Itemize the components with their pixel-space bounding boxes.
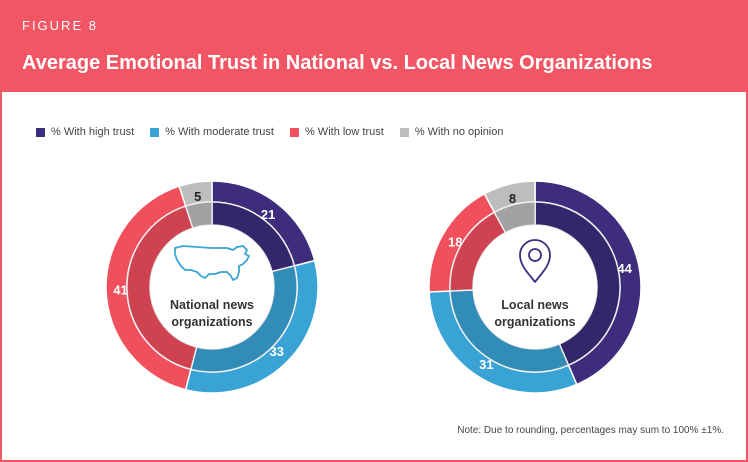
legend-item-low: % With low trust (289, 126, 384, 138)
slice-no-opinion-inner-ring (184, 201, 213, 229)
slice-moderate-shade (190, 265, 297, 372)
slice-high-shade (535, 202, 620, 366)
legend-label-high: % With high trust (51, 126, 135, 138)
slice-no-opinion-inner-ring (493, 201, 536, 234)
value-label-moderate: 33 (269, 344, 283, 359)
legend-swatch-low (289, 127, 299, 137)
legend-item-high: % With high trust (36, 126, 134, 138)
slice-low-shade (450, 212, 506, 291)
value-label-high: 21 (261, 207, 275, 222)
value-label-no-opinion: 5 (194, 189, 201, 204)
slice-low-shade (127, 206, 197, 370)
chart-title: Average Emotional Trust in National vs. … (22, 52, 653, 74)
value-label-high: 44 (617, 261, 632, 276)
footnote: Note: Due to rounding, percentages may s… (457, 425, 724, 436)
legend-swatch-high (36, 127, 45, 137)
center-label-line-1: National news (170, 298, 254, 312)
value-label-moderate: 31 (479, 357, 493, 372)
location-pin-icon (519, 239, 551, 283)
center-label-line-2: organizations (171, 315, 252, 329)
legend-swatch-no-opinion (399, 127, 409, 137)
slice-no-opinion-shade (185, 202, 212, 229)
figure-header: FIGURE 8 Average Emotional Trust in Nati… (2, 2, 746, 92)
donut-national: 21 33 41 5 National news organizations (105, 180, 319, 394)
legend-item-no-opinion: % With no opinion (399, 126, 504, 138)
center-label-line-1: Local news (501, 298, 568, 312)
slice-moderate-shade (450, 289, 569, 372)
slice-high-shade (212, 202, 295, 272)
legend-label-low: % With low trust (304, 126, 384, 138)
us-map-icon (174, 245, 250, 281)
legend-label-no-opinion: % With no opinion (414, 126, 504, 138)
value-label-low: 41 (113, 282, 127, 297)
center-label-line-2: organizations (494, 315, 575, 329)
value-label-no-opinion: 8 (509, 191, 516, 206)
legend-label-moderate: % With moderate trust (165, 126, 274, 138)
slice-high-inner-ring (534, 201, 621, 367)
value-label-low: 18 (448, 235, 462, 250)
figure-label: FIGURE 8 (22, 18, 98, 33)
legend-swatch-moderate (150, 127, 160, 137)
slice-no-opinion-shade (494, 202, 535, 233)
donut-local: 44 31 18 8 Local news organizations (428, 180, 642, 394)
legend: % With high trust % With moderate trust … (36, 126, 520, 138)
legend-item-moderate: % With moderate trust (150, 126, 274, 138)
